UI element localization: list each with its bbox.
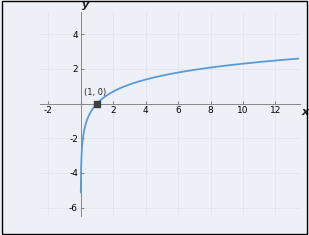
Text: (1, 0): (1, 0) — [84, 88, 106, 97]
Text: y: y — [82, 0, 89, 10]
Point — [95, 102, 99, 106]
Text: x: x — [301, 107, 308, 117]
